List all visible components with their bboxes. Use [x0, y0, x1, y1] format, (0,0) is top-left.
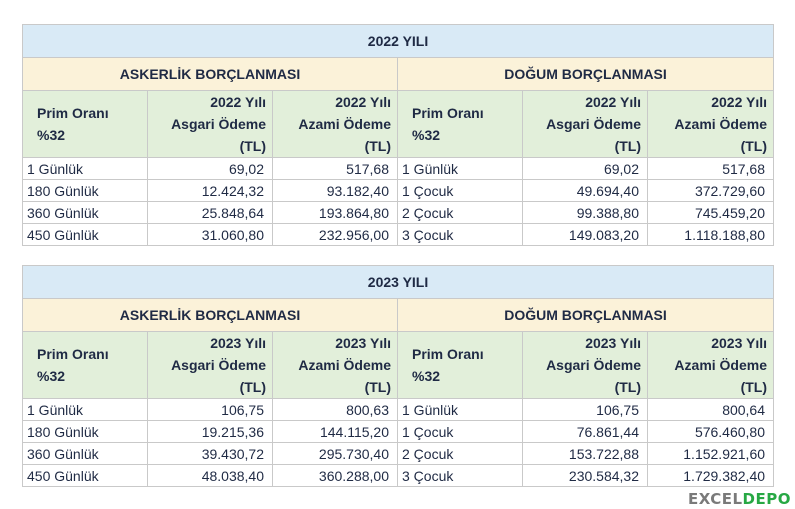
max-value: 517,68 — [646, 157, 775, 180]
header-asgari-odeme: 2023 Yılı Asgari Ödeme (TL) — [522, 331, 648, 399]
group-dogum: DOĞUM BORÇLANMASI — [396, 57, 775, 91]
table-row: 180 Günlük 19.215,36 144.115,20 1 Çocuk … — [22, 420, 775, 443]
max-value: 576.460,80 — [646, 420, 775, 443]
max-value: 1.118.188,80 — [646, 223, 775, 246]
max-value: 745.459,20 — [646, 201, 775, 224]
header-asgari-odeme: 2022 Yılı Asgari Ödeme (TL) — [522, 90, 648, 158]
table-row: 360 Günlük 25.848,64 193.864,80 2 Çocuk … — [22, 201, 775, 224]
row-label: 1 Çocuk — [397, 179, 523, 202]
min-value: 153.722,88 — [522, 442, 648, 465]
header-azami-odeme: 2023 Yılı Azami Ödeme (TL) — [646, 331, 775, 399]
table-row: 180 Günlük 12.424,32 93.182,40 1 Çocuk 4… — [22, 179, 775, 202]
header-prim-orani: Prim Oranı %32 — [22, 90, 148, 158]
row-label: 2 Çocuk — [397, 201, 523, 224]
max-value: 1.152.921,60 — [646, 442, 775, 465]
max-value: 232.956,00 — [272, 223, 398, 246]
group-dogum: DOĞUM BORÇLANMASI — [396, 298, 775, 332]
table-row: 450 Günlük 48.038,40 360.288,00 3 Çocuk … — [22, 464, 775, 487]
min-value: 25.848,64 — [147, 201, 273, 224]
header-asgari-odeme: 2023 Yılı Asgari Ödeme (TL) — [147, 331, 273, 399]
min-value: 149.083,20 — [522, 223, 648, 246]
min-value: 230.584,32 — [522, 464, 648, 487]
table-2022: 2022 YILI ASKERLİK BORÇLANMASI DOĞUM BOR… — [21, 24, 775, 246]
row-label: 1 Çocuk — [397, 420, 523, 443]
header-azami-odeme: 2023 Yılı Azami Ödeme (TL) — [272, 331, 398, 399]
row-label: 3 Çocuk — [397, 223, 523, 246]
row-label: 180 Günlük — [22, 179, 148, 202]
header-prim-orani: Prim Oranı %32 — [397, 331, 523, 399]
min-value: 39.430,72 — [147, 442, 273, 465]
header-prim-orani: Prim Oranı %32 — [397, 90, 523, 158]
max-value: 517,68 — [272, 157, 398, 180]
table-row: 1 Günlük 69,02 517,68 1 Günlük 69,02 517… — [22, 157, 775, 180]
min-value: 48.038,40 — [147, 464, 273, 487]
table-row: 1 Günlük 106,75 800,63 1 Günlük 106,75 8… — [22, 398, 775, 421]
year-title: 2023 YILI — [21, 265, 775, 299]
group-askerlik: ASKERLİK BORÇLANMASI — [22, 298, 398, 332]
group-askerlik: ASKERLİK BORÇLANMASI — [22, 57, 398, 91]
row-label: 450 Günlük — [22, 223, 148, 246]
row-label: 1 Günlük — [397, 157, 523, 180]
min-value: 76.861,44 — [522, 420, 648, 443]
max-value: 372.729,60 — [646, 179, 775, 202]
max-value: 360.288,00 — [272, 464, 398, 487]
row-label: 1 Günlük — [22, 398, 148, 421]
min-value: 12.424,32 — [147, 179, 273, 202]
table-row: 450 Günlük 31.060,80 232.956,00 3 Çocuk … — [22, 223, 775, 246]
max-value: 800,64 — [646, 398, 775, 421]
min-value: 69,02 — [147, 157, 273, 180]
min-value: 69,02 — [522, 157, 648, 180]
max-value: 93.182,40 — [272, 179, 398, 202]
row-label: 2 Çocuk — [397, 442, 523, 465]
min-value: 106,75 — [147, 398, 273, 421]
max-value: 144.115,20 — [272, 420, 398, 443]
table-2023: 2023 YILI ASKERLİK BORÇLANMASI DOĞUM BOR… — [21, 265, 775, 487]
row-label: 3 Çocuk — [397, 464, 523, 487]
min-value: 19.215,36 — [147, 420, 273, 443]
max-value: 193.864,80 — [272, 201, 398, 224]
header-azami-odeme: 2022 Yılı Azami Ödeme (TL) — [646, 90, 775, 158]
year-title: 2022 YILI — [21, 24, 775, 58]
row-label: 450 Günlük — [22, 464, 148, 487]
max-value: 800,63 — [272, 398, 398, 421]
table-row: 360 Günlük 39.430,72 295.730,40 2 Çocuk … — [22, 442, 775, 465]
watermark-logo: EXCELDEPO — [687, 490, 791, 508]
header-asgari-odeme: 2022 Yılı Asgari Ödeme (TL) — [147, 90, 273, 158]
max-value: 295.730,40 — [272, 442, 398, 465]
header-azami-odeme: 2022 Yılı Azami Ödeme (TL) — [272, 90, 398, 158]
row-label: 1 Günlük — [397, 398, 523, 421]
row-label: 360 Günlük — [22, 201, 148, 224]
row-label: 1 Günlük — [22, 157, 148, 180]
min-value: 31.060,80 — [147, 223, 273, 246]
row-label: 180 Günlük — [22, 420, 148, 443]
max-value: 1.729.382,40 — [646, 464, 775, 487]
min-value: 49.694,40 — [522, 179, 648, 202]
min-value: 106,75 — [522, 398, 648, 421]
row-label: 360 Günlük — [22, 442, 148, 465]
header-prim-orani: Prim Oranı %32 — [22, 331, 148, 399]
min-value: 99.388,80 — [522, 201, 648, 224]
